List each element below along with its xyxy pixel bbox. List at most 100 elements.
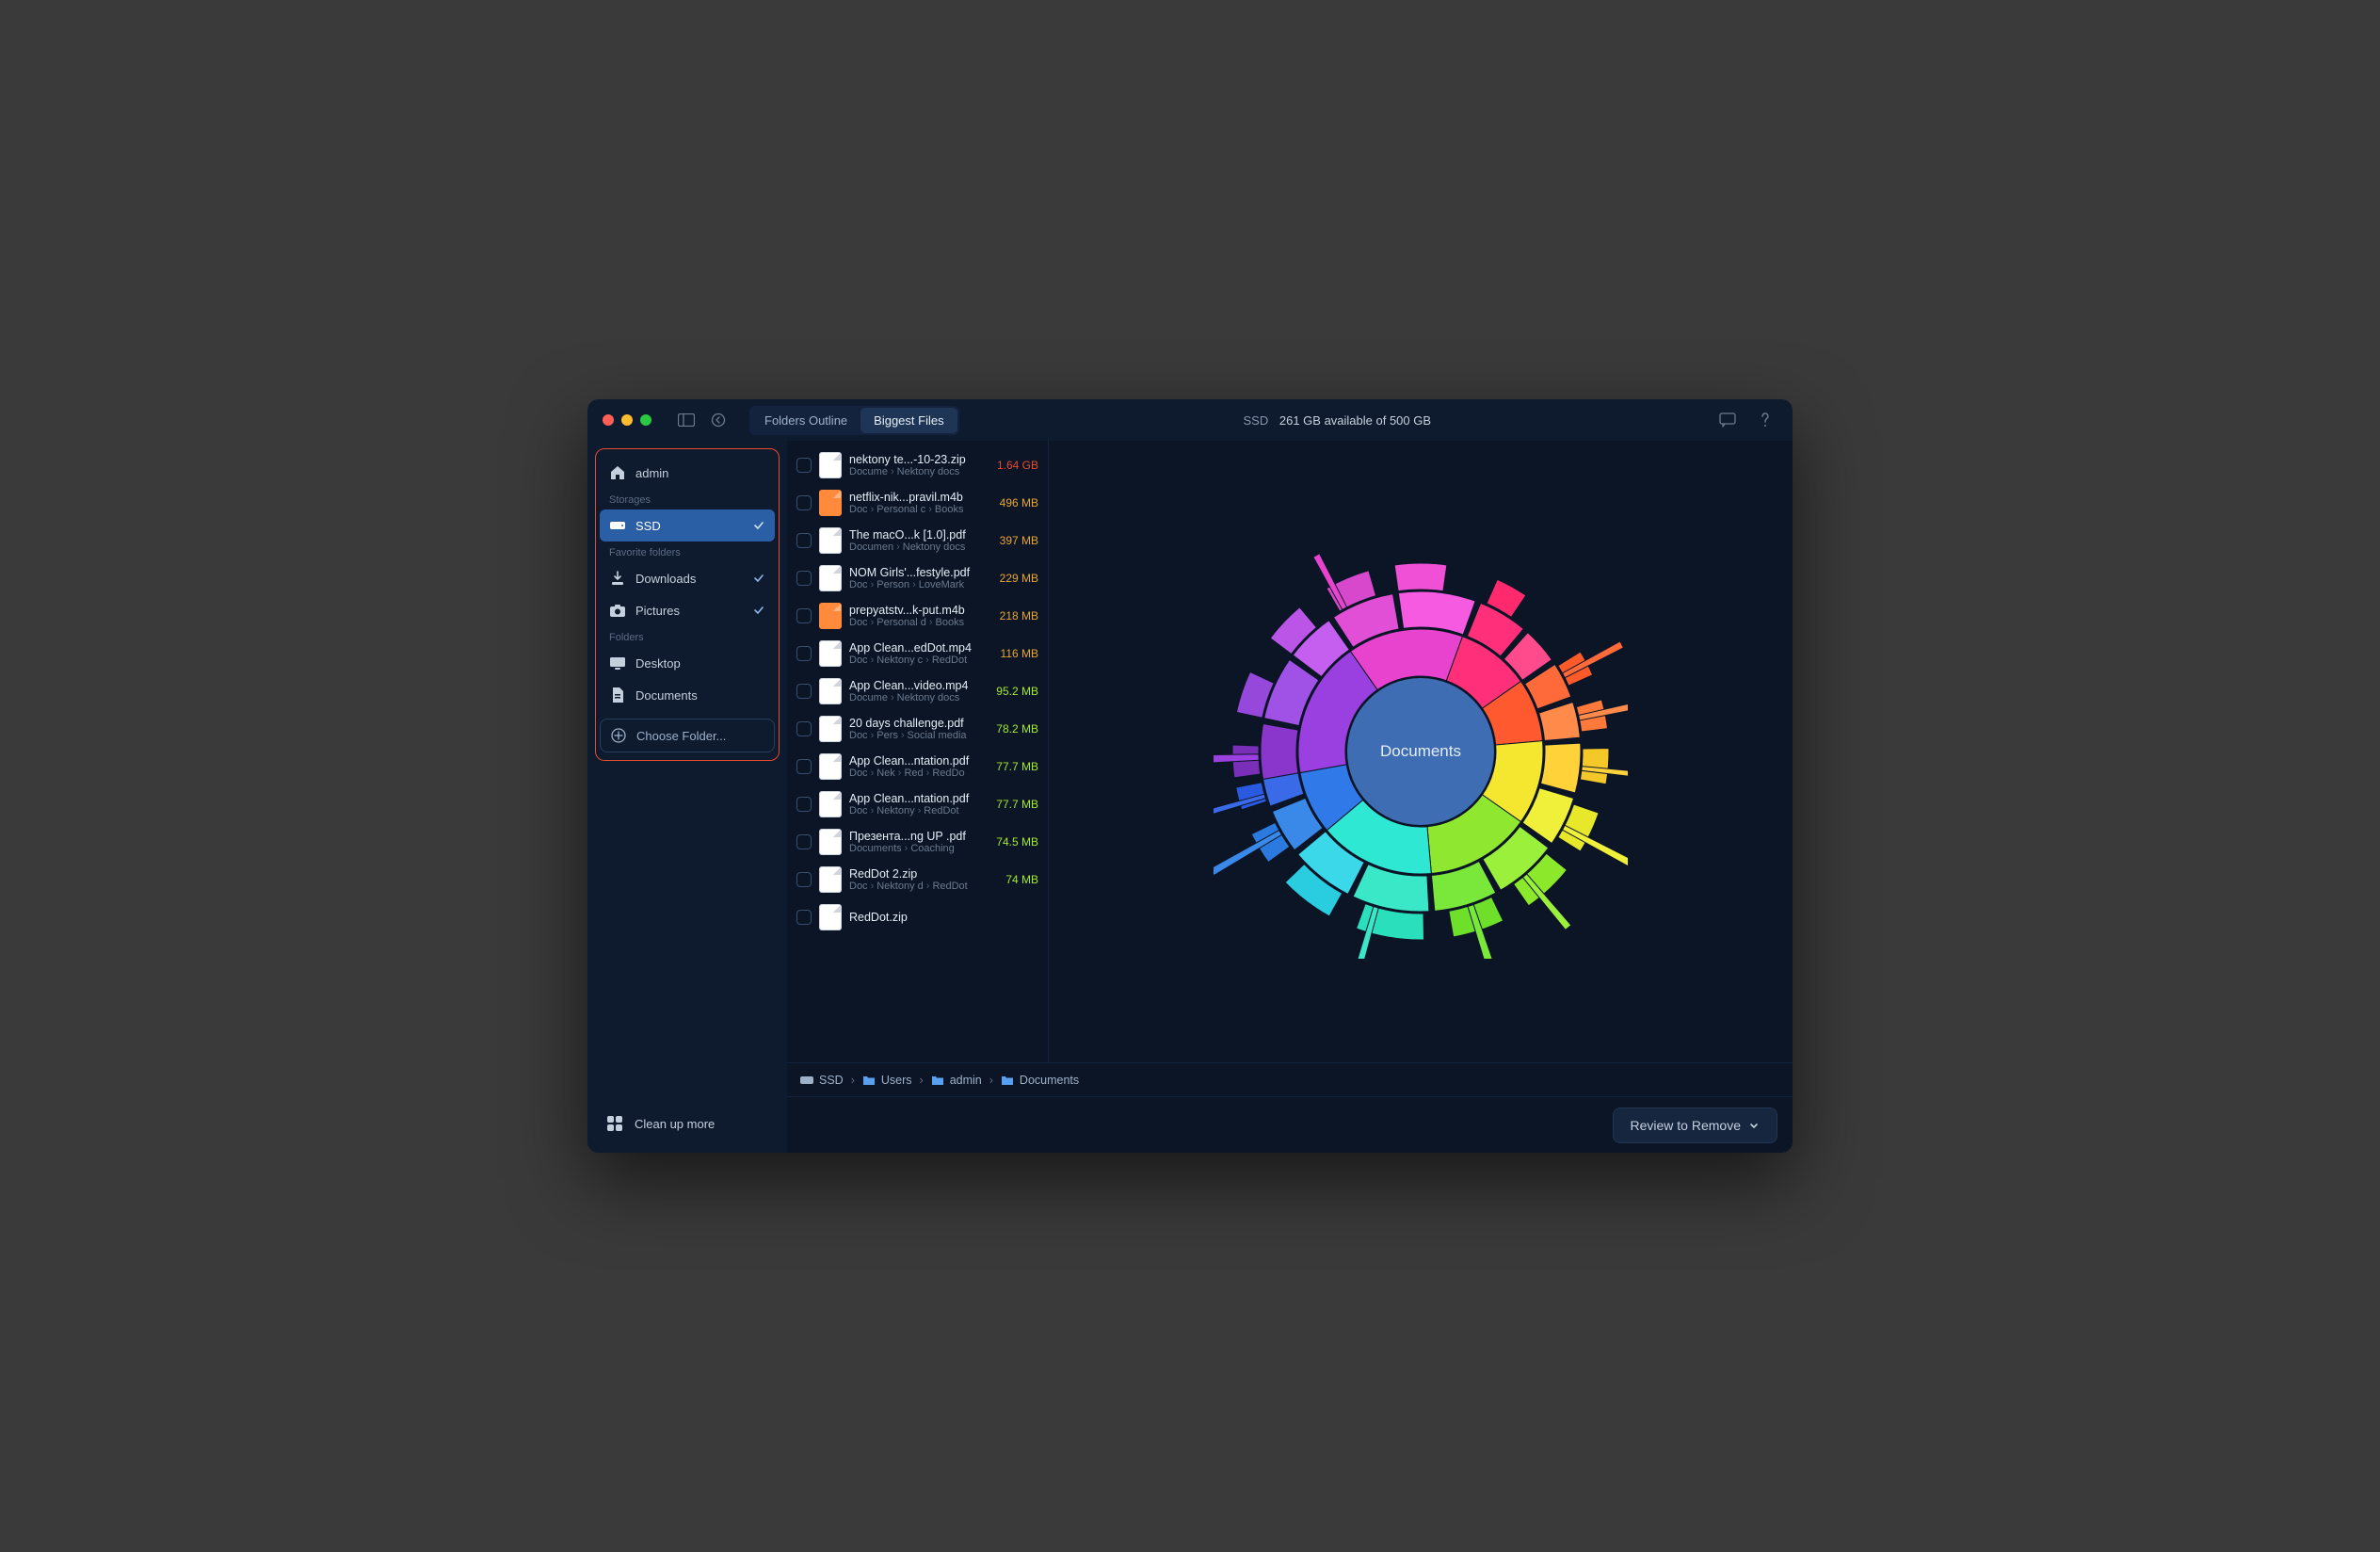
- file-path: Doc›Nek›Red›RedDo: [849, 768, 980, 779]
- sidebar-item-documents[interactable]: Documents: [600, 679, 775, 711]
- file-checkbox[interactable]: [796, 458, 812, 473]
- file-checkbox[interactable]: [796, 910, 812, 925]
- favorites-header: Favorite folders: [600, 542, 775, 562]
- file-name: 20 days challenge.pdf: [849, 717, 980, 730]
- storage-name: SSD: [1244, 413, 1269, 428]
- chevron-down-icon: [1748, 1120, 1760, 1131]
- file-path: Doc›Person›LoveMark: [849, 579, 980, 590]
- minimize-window-button[interactable]: [621, 414, 633, 426]
- file-row[interactable]: App Clean...ntation.pdf Doc›Nektony›RedD…: [787, 785, 1048, 823]
- file-info: App Clean...edDot.mp4 Doc›Nektony c›RedD…: [849, 641, 980, 666]
- file-size: 229 MB: [988, 572, 1038, 585]
- file-checkbox[interactable]: [796, 834, 812, 849]
- breadcrumb-separator: ›: [989, 1074, 993, 1087]
- file-path: Doc›Nektony d›RedDot: [849, 881, 980, 892]
- file-row[interactable]: RedDot.zip: [787, 898, 1048, 936]
- file-checkbox[interactable]: [796, 646, 812, 661]
- app-window: Folders Outline Biggest Files SSD 261 GB…: [587, 399, 1793, 1153]
- view-mode-tabs: Folders Outline Biggest Files: [749, 406, 959, 435]
- disk-icon: [609, 517, 626, 534]
- sidebar-item-desktop[interactable]: Desktop: [600, 647, 775, 679]
- review-to-remove-button[interactable]: Review to Remove: [1613, 1107, 1778, 1143]
- storage-label: SSD: [635, 519, 661, 533]
- file-size: 77.7 MB: [988, 798, 1038, 811]
- file-path: Doc›Personal c›Books: [849, 504, 980, 515]
- help-button[interactable]: [1753, 410, 1777, 430]
- file-checkbox[interactable]: [796, 571, 812, 586]
- file-checkbox[interactable]: [796, 759, 812, 774]
- close-window-button[interactable]: [603, 414, 614, 426]
- breadcrumb: SSD›Users›admin›Documents: [787, 1062, 1793, 1096]
- sidebar-item-downloads[interactable]: Downloads: [600, 562, 775, 594]
- file-row[interactable]: netflix-nik...pravil.m4b Doc›Personal c›…: [787, 484, 1048, 522]
- file-size: 116 MB: [988, 647, 1038, 660]
- file-row[interactable]: nektony te...-10-23.zip Docume›Nektony d…: [787, 446, 1048, 484]
- clean-up-more-button[interactable]: Clean up more: [595, 1102, 780, 1145]
- toggle-sidebar-button[interactable]: [674, 410, 699, 430]
- sidebar-item-user[interactable]: admin: [600, 457, 775, 489]
- storage-available: 261 GB available of 500 GB: [1279, 413, 1431, 428]
- file-row[interactable]: The macO...k [1.0].pdf Documen›Nektony d…: [787, 522, 1048, 559]
- file-path: Documen›Nektony docs: [849, 542, 980, 553]
- breadcrumb-item[interactable]: Users: [862, 1074, 912, 1087]
- sidebar-item-pictures[interactable]: Pictures: [600, 594, 775, 626]
- file-name: RedDot 2.zip: [849, 867, 980, 881]
- titlebar: Folders Outline Biggest Files SSD 261 GB…: [587, 399, 1793, 441]
- file-row[interactable]: App Clean...edDot.mp4 Doc›Nektony c›RedD…: [787, 635, 1048, 672]
- file-checkbox[interactable]: [796, 533, 812, 548]
- back-button[interactable]: [706, 410, 731, 430]
- traffic-lights: [603, 414, 651, 426]
- check-icon: [752, 572, 765, 585]
- file-name: nektony te...-10-23.zip: [849, 453, 980, 466]
- breadcrumb-label: Users: [881, 1074, 912, 1087]
- file-name: App Clean...ntation.pdf: [849, 792, 980, 805]
- file-checkbox[interactable]: [796, 721, 812, 736]
- folder-label: Documents: [635, 688, 698, 703]
- file-size: 78.2 MB: [988, 722, 1038, 736]
- file-row[interactable]: 20 days challenge.pdf Doc›Pers›Social me…: [787, 710, 1048, 748]
- file-checkbox[interactable]: [796, 797, 812, 812]
- file-checkbox[interactable]: [796, 684, 812, 699]
- sidebar-item-ssd[interactable]: SSD: [600, 509, 775, 542]
- choose-folder-button[interactable]: Choose Folder...: [600, 719, 775, 752]
- breadcrumb-item[interactable]: Documents: [1001, 1074, 1079, 1087]
- bottom-bar: Review to Remove: [787, 1096, 1793, 1153]
- file-info: Презента...ng UP .pdf Documents›Coaching: [849, 830, 980, 854]
- file-icon: [819, 490, 842, 516]
- feedback-button[interactable]: [1715, 410, 1740, 430]
- folders-header: Folders: [600, 626, 775, 647]
- file-name: Презента...ng UP .pdf: [849, 830, 980, 843]
- file-row[interactable]: NOM Girls'...festyle.pdf Doc›Person›Love…: [787, 559, 1048, 597]
- file-icon: [819, 603, 842, 629]
- file-list[interactable]: nektony te...-10-23.zip Docume›Nektony d…: [787, 441, 1049, 1062]
- file-row[interactable]: App Clean...video.mp4 Docume›Nektony doc…: [787, 672, 1048, 710]
- file-row[interactable]: RedDot 2.zip Doc›Nektony d›RedDot 74 MB: [787, 861, 1048, 898]
- file-checkbox[interactable]: [796, 608, 812, 623]
- window-body: admin Storages SSD Favorite folders: [587, 441, 1793, 1153]
- file-checkbox[interactable]: [796, 872, 812, 887]
- tab-folders-outline[interactable]: Folders Outline: [751, 408, 860, 433]
- user-label: admin: [635, 466, 668, 480]
- file-row[interactable]: App Clean...ntation.pdf Doc›Nek›Red›RedD…: [787, 748, 1048, 785]
- file-name: NOM Girls'...festyle.pdf: [849, 566, 980, 579]
- camera-icon: [609, 602, 626, 619]
- file-row[interactable]: prepyatstv...k-put.m4b Doc›Personal d›Bo…: [787, 597, 1048, 635]
- file-info: nektony te...-10-23.zip Docume›Nektony d…: [849, 453, 980, 477]
- check-icon: [752, 604, 765, 617]
- tab-biggest-files[interactable]: Biggest Files: [860, 408, 957, 433]
- file-row[interactable]: Презента...ng UP .pdf Documents›Coaching…: [787, 823, 1048, 861]
- file-name: App Clean...video.mp4: [849, 679, 980, 692]
- grid-icon: [606, 1115, 623, 1132]
- breadcrumb-label: SSD: [819, 1074, 844, 1087]
- file-name: The macO...k [1.0].pdf: [849, 528, 980, 542]
- breadcrumb-item[interactable]: SSD: [800, 1074, 844, 1087]
- file-checkbox[interactable]: [796, 495, 812, 510]
- breadcrumb-separator: ›: [851, 1074, 855, 1087]
- maximize-window-button[interactable]: [640, 414, 651, 426]
- file-size: 77.7 MB: [988, 760, 1038, 773]
- breadcrumb-item[interactable]: admin: [931, 1074, 982, 1087]
- file-info: NOM Girls'...festyle.pdf Doc›Person›Love…: [849, 566, 980, 590]
- sunburst-chart[interactable]: Documents: [1214, 544, 1628, 959]
- content: nektony te...-10-23.zip Docume›Nektony d…: [787, 441, 1793, 1062]
- sidebar-highlight: admin Storages SSD Favorite folders: [595, 448, 780, 761]
